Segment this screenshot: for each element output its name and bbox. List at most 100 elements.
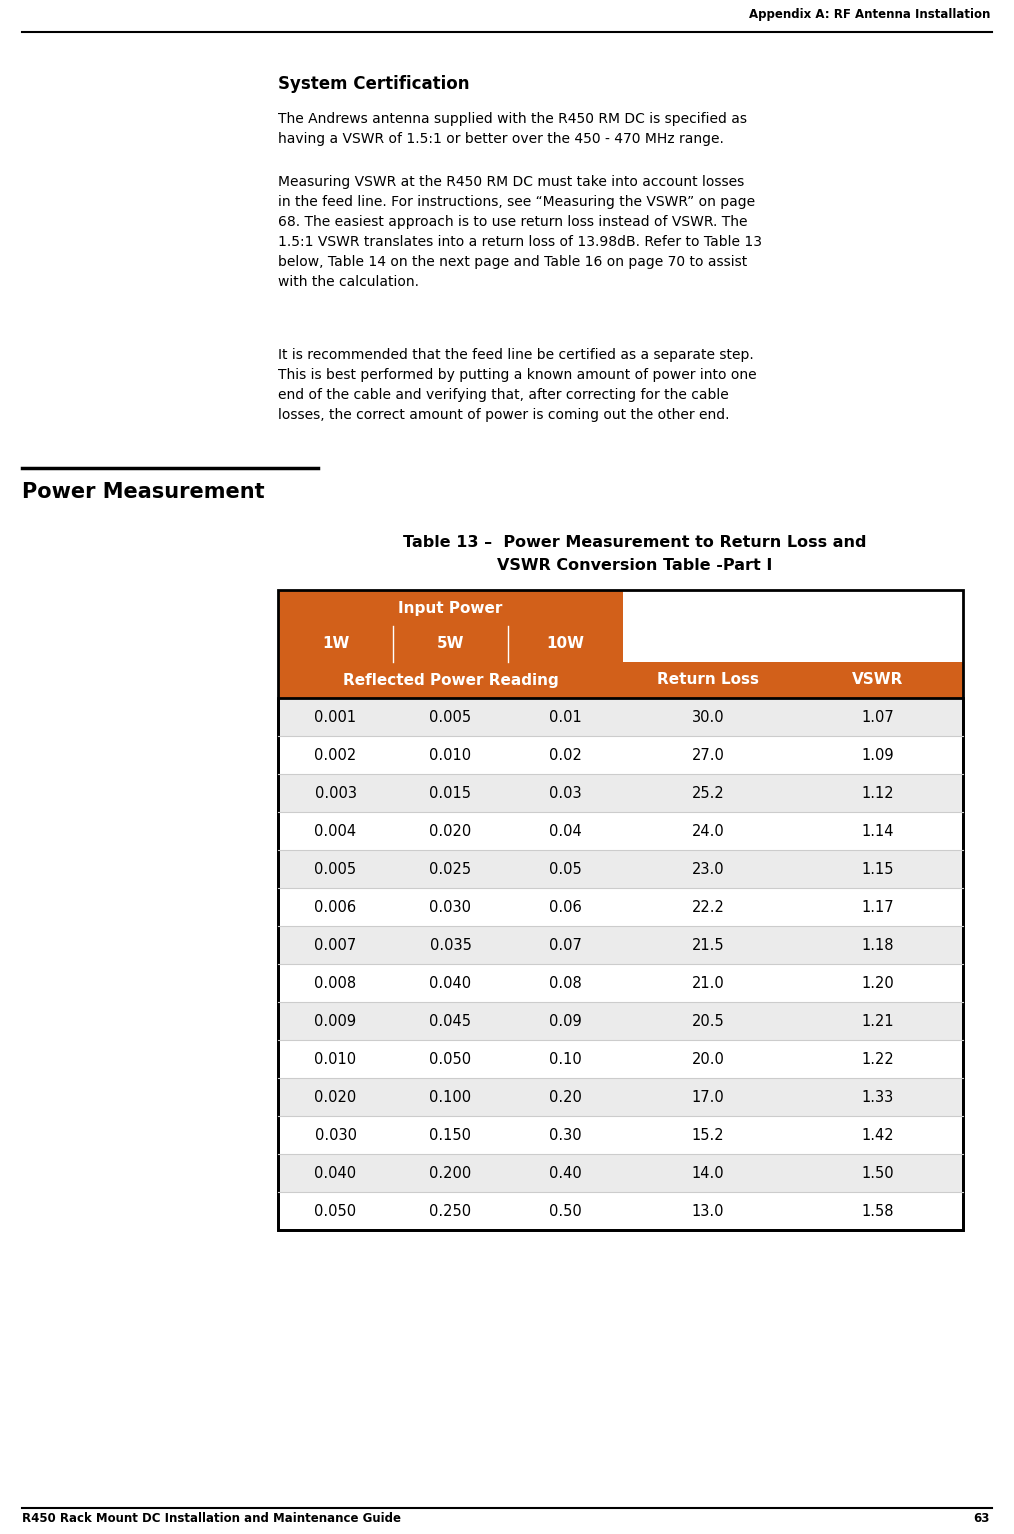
Text: 24.0: 24.0 [692,824,724,839]
Bar [278,663,623,698]
Text: 0.02: 0.02 [549,747,582,762]
Text: 1.20: 1.20 [862,976,894,991]
Text: 25.2: 25.2 [692,785,724,801]
Text: VSWR: VSWR [853,672,903,687]
Text: VSWR Conversion Table -Part I: VSWR Conversion Table -Part I [497,558,773,574]
Text: 0.025: 0.025 [430,862,472,876]
Text: 0.050: 0.050 [314,1204,357,1218]
Text: 0.04: 0.04 [550,824,582,839]
Bar [278,1154,963,1192]
Text: 1.09: 1.09 [862,747,894,762]
Text: Power Measurement: Power Measurement [22,482,265,502]
Bar [278,963,963,1002]
Text: Return Loss: Return Loss [657,672,759,687]
Text: Reflected Power Reading: Reflected Power Reading [343,672,559,687]
Text: 1W: 1W [321,637,349,652]
Text: 0.015: 0.015 [430,785,472,801]
Text: 0.007: 0.007 [314,937,357,953]
Text: 0.030: 0.030 [314,1127,357,1143]
Text: 14.0: 14.0 [692,1166,724,1181]
Text: 1.15: 1.15 [862,862,894,876]
Text: 1.58: 1.58 [862,1204,894,1218]
Text: 0.50: 0.50 [550,1204,582,1218]
Text: 1.07: 1.07 [862,710,894,724]
Text: 0.20: 0.20 [549,1089,582,1104]
Text: 21.5: 21.5 [692,937,724,953]
Bar [278,1192,963,1230]
Text: 0.006: 0.006 [314,899,357,914]
Text: 0.045: 0.045 [430,1014,472,1028]
Text: 22.2: 22.2 [692,899,724,914]
Text: 0.05: 0.05 [550,862,582,876]
Bar [278,1002,963,1040]
Text: 1.22: 1.22 [862,1051,894,1066]
Text: It is recommended that the feed line be certified as a separate step.
This is be: It is recommended that the feed line be … [278,348,756,422]
Text: 1.50: 1.50 [862,1166,894,1181]
Bar [278,591,963,1230]
Text: 1.14: 1.14 [862,824,894,839]
Text: 13.0: 13.0 [692,1204,724,1218]
Text: 1.42: 1.42 [862,1127,894,1143]
Text: 0.010: 0.010 [314,1051,357,1066]
Text: Appendix A: RF Antenna Installation: Appendix A: RF Antenna Installation [748,8,990,21]
Text: 0.035: 0.035 [430,937,472,953]
Text: 0.008: 0.008 [314,976,357,991]
Bar [278,698,963,1230]
Text: 0.001: 0.001 [314,710,357,724]
Text: 0.020: 0.020 [314,1089,357,1104]
Bar [793,663,963,698]
Text: 0.01: 0.01 [550,710,582,724]
Text: 0.050: 0.050 [430,1051,472,1066]
Text: 0.06: 0.06 [550,899,582,914]
Text: 5W: 5W [437,637,464,652]
Text: 0.09: 0.09 [550,1014,582,1028]
Text: 0.004: 0.004 [314,824,357,839]
Bar [623,663,793,698]
Text: 30.0: 30.0 [692,710,724,724]
Text: 15.2: 15.2 [692,1127,724,1143]
Bar [393,626,508,663]
Bar [278,591,623,626]
Text: 0.002: 0.002 [314,747,357,762]
Text: 0.030: 0.030 [430,899,472,914]
Text: The Andrews antenna supplied with the R450 RM DC is specified as
having a VSWR o: The Andrews antenna supplied with the R4… [278,112,747,146]
Text: 0.08: 0.08 [550,976,582,991]
Text: Measuring VSWR at the R450 RM DC must take into account losses
in the feed line.: Measuring VSWR at the R450 RM DC must ta… [278,175,762,290]
Bar [278,850,963,888]
Text: 21.0: 21.0 [692,976,724,991]
Text: 0.30: 0.30 [550,1127,582,1143]
Text: 10W: 10W [547,637,584,652]
Text: 0.200: 0.200 [429,1166,472,1181]
Bar [278,626,393,663]
Text: 63: 63 [973,1513,990,1525]
Text: 0.005: 0.005 [430,710,472,724]
Bar [278,736,963,775]
Text: System Certification: System Certification [278,75,469,94]
Text: 1.12: 1.12 [862,785,894,801]
Text: 0.03: 0.03 [550,785,582,801]
Text: 0.005: 0.005 [314,862,357,876]
Text: 0.10: 0.10 [550,1051,582,1066]
Bar [278,1078,963,1117]
Bar [278,1117,963,1154]
Text: 0.250: 0.250 [430,1204,472,1218]
Text: 0.100: 0.100 [430,1089,472,1104]
Bar [278,811,963,850]
Text: 1.21: 1.21 [862,1014,894,1028]
Text: 1.33: 1.33 [862,1089,894,1104]
Text: 23.0: 23.0 [692,862,724,876]
Text: 1.17: 1.17 [862,899,894,914]
Bar [278,888,963,927]
Bar [278,775,963,811]
Text: Table 13 –  Power Measurement to Return Loss and: Table 13 – Power Measurement to Return L… [404,535,867,551]
Text: 0.010: 0.010 [430,747,472,762]
Text: R450 Rack Mount DC Installation and Maintenance Guide: R450 Rack Mount DC Installation and Main… [22,1513,401,1525]
Text: 20.0: 20.0 [692,1051,724,1066]
Text: 0.009: 0.009 [314,1014,357,1028]
Text: 27.0: 27.0 [692,747,724,762]
Bar [278,698,963,736]
Bar [278,1040,963,1078]
Text: 20.5: 20.5 [692,1014,724,1028]
Text: 0.040: 0.040 [314,1166,357,1181]
Text: 0.040: 0.040 [430,976,472,991]
